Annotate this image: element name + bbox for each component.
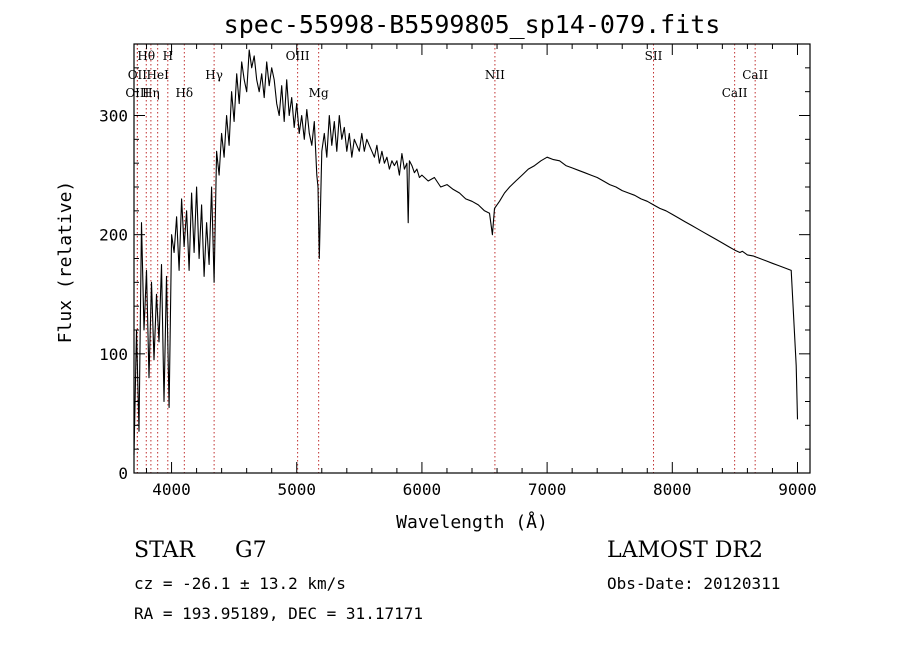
line-marker-label: Hγ — [205, 68, 223, 82]
line-marker-label: Hθ — [137, 49, 155, 63]
line-marker-label: HeI — [147, 68, 170, 82]
y-axis-label: Flux (relative) — [55, 181, 76, 344]
line-marker-label: NII — [485, 68, 505, 82]
axis-ticks: 4000 5000 6000 7000 8000 9000 0 100 200 300 — [99, 44, 817, 499]
spectral-subclass: G7 — [235, 538, 267, 563]
line-marker-label: OII — [128, 68, 148, 82]
line-marker-layer: Hθ OII OIII H HeI Hη Hδ Hγ OIII Mg NII SII CaII CaII — [125, 44, 768, 473]
x-tick-label: 4000 — [152, 480, 191, 499]
x-tick-label: 5000 — [277, 480, 316, 499]
y-tick-label: 200 — [99, 226, 128, 245]
line-marker-label: H — [163, 49, 173, 63]
line-marker-label: CaII — [742, 68, 768, 82]
line-marker-label: CaII — [722, 86, 748, 100]
classification: STAR G7 — [134, 538, 267, 563]
line-marker-label: Hδ — [175, 86, 193, 100]
x-tick-label: 6000 — [403, 480, 442, 499]
line-marker-label: Hη — [142, 86, 160, 100]
x-axis-label: Wavelength (Å) — [396, 511, 548, 533]
line-marker-label: SII — [645, 49, 663, 63]
observation-date: Obs-Date: 20120311 — [607, 574, 781, 593]
chart-title: spec-55998-B5599805_sp14-079.fits — [224, 10, 721, 39]
x-tick-label: 7000 — [528, 480, 567, 499]
x-tick-label: 8000 — [653, 480, 692, 499]
line-marker-label: OIII — [125, 86, 149, 100]
redshift-readout: cz = -26.1 ± 13.2 km/s — [134, 574, 346, 593]
line-marker-label: Mg — [309, 86, 329, 100]
y-tick-label: 0 — [118, 464, 128, 483]
object-class: STAR — [134, 538, 195, 563]
spectrum-line-0 — [133, 49, 799, 456]
y-tick-label: 300 — [99, 107, 128, 126]
plot-frame — [133, 43, 811, 474]
survey-name: LAMOST DR2 — [607, 538, 763, 563]
x-tick-label: 9000 — [778, 480, 817, 499]
y-tick-label: 100 — [99, 345, 128, 364]
series-layer — [133, 49, 799, 456]
line-marker-label: OIII — [286, 49, 310, 63]
coordinates-readout: RA = 193.95189, DEC = 31.17171 — [134, 604, 423, 623]
